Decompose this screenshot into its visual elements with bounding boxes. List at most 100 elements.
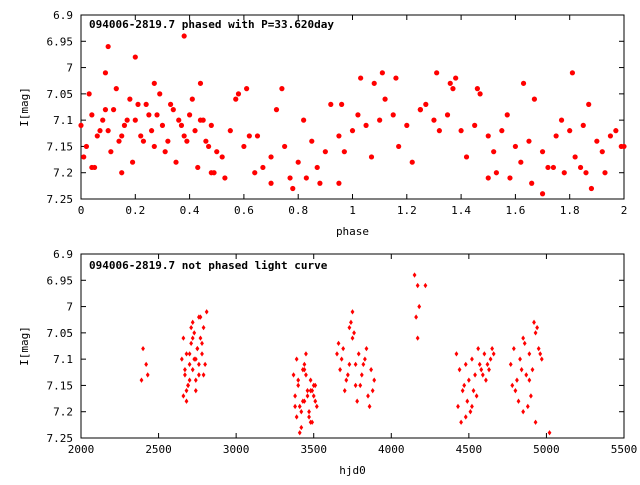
data-point [108,149,114,155]
y-tick-label: 7.25 [47,193,74,206]
data-point [148,128,155,134]
data-point [186,382,190,389]
data-point [417,303,422,310]
data-point [296,377,301,383]
data-point [151,143,157,150]
data-point [344,377,349,383]
data-point [550,164,557,171]
x-tick-label: 3000 [223,443,250,456]
y-tick-label: 7.1 [53,353,73,366]
data-point [471,388,476,394]
data-point [363,356,367,362]
x-tick-label: 0.4 [180,204,200,217]
data-point [390,112,396,118]
data-point [431,117,437,123]
x-tick-label: 0.2 [125,204,145,217]
data-point [282,143,288,150]
data-point [599,149,605,155]
data-point [472,122,478,128]
data-point [279,86,285,92]
data-point [347,361,352,368]
data-point [293,393,297,399]
y-tick-label: 7.05 [47,327,74,340]
data-point [100,117,106,123]
data-point [311,393,316,399]
data-point [200,117,206,123]
y-axis-title: I[mag] [18,87,31,127]
data-point [105,43,111,50]
data-point [412,272,417,278]
data-point [515,377,519,383]
data-point [187,112,193,118]
data-point [127,96,133,102]
data-point [396,143,402,150]
data-point [302,361,307,368]
data-point [533,330,538,336]
data-point [353,361,358,368]
data-point [508,361,513,368]
data-point [530,366,535,373]
y-tick-label: 7.15 [47,140,74,153]
data-point [78,122,84,128]
data-point [146,112,152,118]
data-point [577,164,584,171]
data-point [140,138,147,144]
data-point [349,319,353,326]
data-point [113,86,119,92]
data-point [477,91,483,97]
data-point [97,128,103,134]
data-point [195,345,200,352]
data-point [580,122,586,128]
data-point [356,351,361,357]
data-point [184,398,189,404]
data-point [197,361,201,368]
data-point [490,345,495,352]
data-point [181,393,186,399]
data-point [613,128,619,134]
chart-panel-2: 2000 2500 3000 3500 4000 4500 5000 5500 6.9 6.95 7… [18,248,637,477]
x-tick-label: 0 [78,204,85,217]
data-point [193,388,198,394]
data-point [342,388,347,394]
data-point [190,366,195,373]
data-point [535,324,540,331]
data-point [349,128,356,134]
data-point [301,117,307,123]
data-point [299,409,304,415]
x-tick-label: 3500 [300,443,327,456]
data-point [529,393,533,399]
data-point [143,101,149,107]
data-point [547,430,552,436]
data-point [485,361,490,368]
data-point [181,335,186,341]
data-point [444,112,451,118]
data-point [539,191,546,197]
data-point [184,351,189,357]
data-point [195,164,201,171]
data-point [518,159,524,165]
data-point [183,372,187,378]
data-point [558,117,565,123]
data-point [252,170,258,176]
data-point [184,138,190,144]
data-point [183,366,187,373]
data-point [139,377,144,383]
data-point [510,382,515,389]
data-point [200,351,204,357]
data-point [135,101,141,107]
data-point [303,175,309,181]
data-point [94,133,100,139]
chart-title: 094006-2819.7 not phased light curve [89,259,328,272]
data-point [124,117,130,123]
x-tick-label: 2000 [68,443,95,456]
data-point [157,91,163,97]
data-point [345,372,350,378]
data-point [567,128,573,134]
data-point [339,356,344,362]
data-point [352,330,356,336]
data-point [201,372,206,378]
data-point [504,112,510,118]
data-point [102,107,109,113]
x-tick-label: 0.6 [234,204,254,217]
